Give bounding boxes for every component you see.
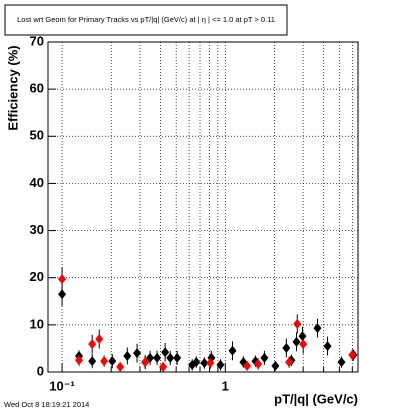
marker xyxy=(260,352,269,363)
y-tick-label: 20 xyxy=(30,269,44,284)
marker xyxy=(153,352,162,363)
marker xyxy=(293,318,302,329)
marker xyxy=(216,359,225,370)
marker xyxy=(166,352,175,363)
marker xyxy=(206,358,215,369)
marker xyxy=(95,334,104,344)
marker xyxy=(75,355,84,366)
marker xyxy=(159,361,168,372)
marker xyxy=(243,360,252,371)
y-tick-label: 70 xyxy=(30,33,44,48)
x-tick-label: 10⁻¹ xyxy=(49,378,75,393)
marker xyxy=(116,361,125,372)
marker xyxy=(173,352,182,363)
y-tick-label: 0 xyxy=(37,363,44,378)
marker xyxy=(285,357,294,368)
title-box xyxy=(4,4,288,36)
x-tick-label: 1 xyxy=(222,378,229,393)
marker xyxy=(299,339,308,350)
marker xyxy=(100,356,109,367)
y-axis-label: Efficiency (%) xyxy=(5,45,20,130)
marker xyxy=(337,357,346,368)
marker xyxy=(88,339,97,350)
plot-frame xyxy=(47,41,359,373)
marker xyxy=(192,357,201,368)
marker xyxy=(228,345,237,356)
y-tick-label: 30 xyxy=(30,222,44,237)
marker xyxy=(58,274,67,285)
marker xyxy=(254,358,263,369)
marker xyxy=(88,356,97,367)
marker xyxy=(133,348,142,359)
x-axis-label: pT/|q| (GeV/c) xyxy=(274,391,358,406)
marker xyxy=(123,350,132,361)
y-tick-label: 60 xyxy=(30,81,44,96)
marker xyxy=(200,358,209,369)
chart-title: Lost wrt Geom for Primary Tracks vs pT/|… xyxy=(17,15,275,24)
marker xyxy=(292,336,301,347)
y-tick-label: 50 xyxy=(30,128,44,143)
y-tick-label: 40 xyxy=(30,175,44,190)
marker xyxy=(271,360,280,371)
y-tick-label: 10 xyxy=(30,316,44,331)
marker xyxy=(348,350,357,361)
marker xyxy=(58,289,67,300)
marker xyxy=(323,341,332,352)
footer-date: Wed Oct 8 18:19:21 2014 xyxy=(4,400,89,409)
marker xyxy=(161,347,170,358)
marker xyxy=(141,357,150,368)
marker xyxy=(298,331,307,342)
marker xyxy=(313,323,322,334)
marker xyxy=(146,352,155,363)
marker xyxy=(108,356,117,367)
marker xyxy=(282,342,291,353)
